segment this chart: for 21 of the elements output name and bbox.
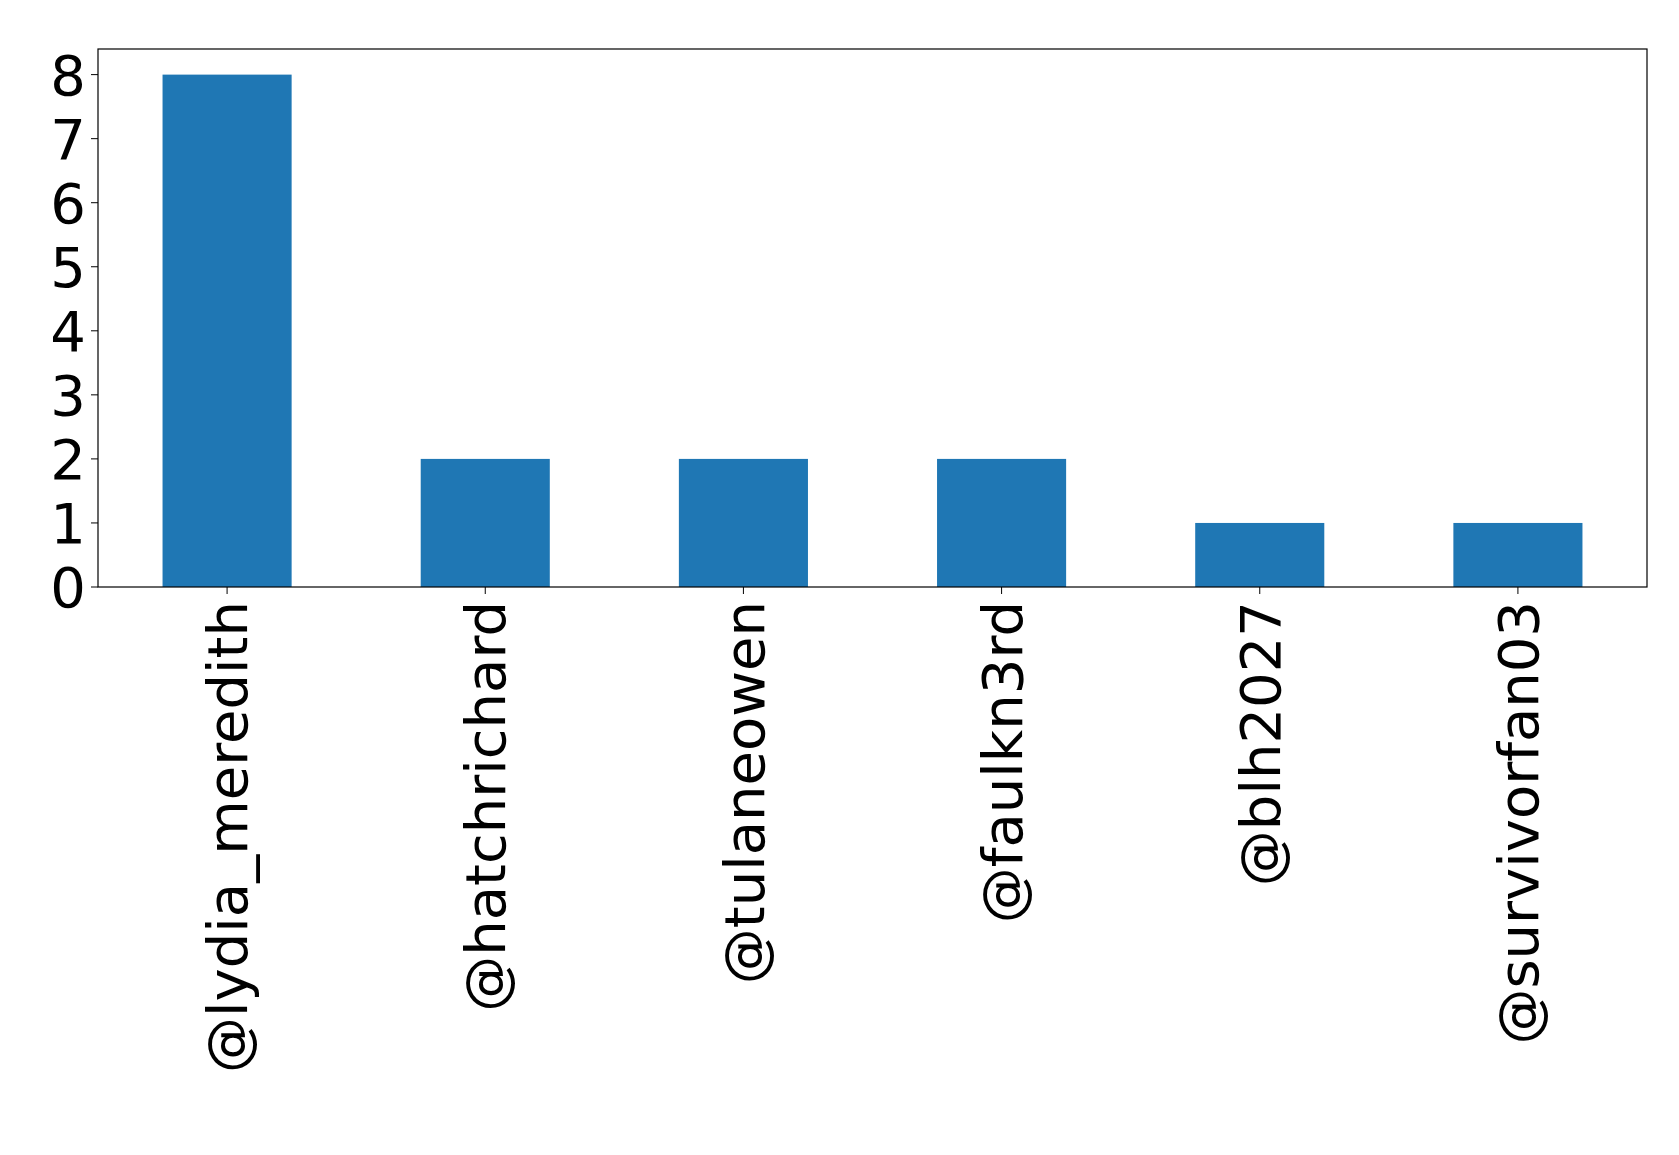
y-tick-label: 3	[50, 363, 86, 429]
bar	[937, 458, 1067, 587]
y-tick-label: 2	[50, 427, 86, 493]
y-tick-label: 0	[50, 555, 86, 621]
y-tick-label: 7	[50, 106, 86, 172]
y-tick-label: 8	[50, 42, 86, 108]
bar	[678, 458, 808, 587]
bar	[162, 74, 292, 587]
x-tick-label: @faulkn3rd	[969, 601, 1035, 924]
x-tick-label: @tulaneowen	[711, 601, 777, 985]
y-tick-label: 1	[50, 491, 86, 557]
bar	[420, 458, 550, 587]
y-tick-label: 6	[50, 170, 86, 236]
x-tick-label: @hatchrichard	[453, 601, 519, 1012]
y-tick-label: 4	[50, 298, 86, 364]
x-tick-label: @lydia_meredith	[195, 601, 261, 1073]
x-tick-label: @blh2027	[1227, 601, 1293, 887]
bar	[1453, 522, 1583, 587]
x-tick-label: @survivorfan03	[1486, 601, 1552, 1045]
y-tick-label: 5	[50, 234, 86, 300]
bar	[1195, 522, 1325, 587]
